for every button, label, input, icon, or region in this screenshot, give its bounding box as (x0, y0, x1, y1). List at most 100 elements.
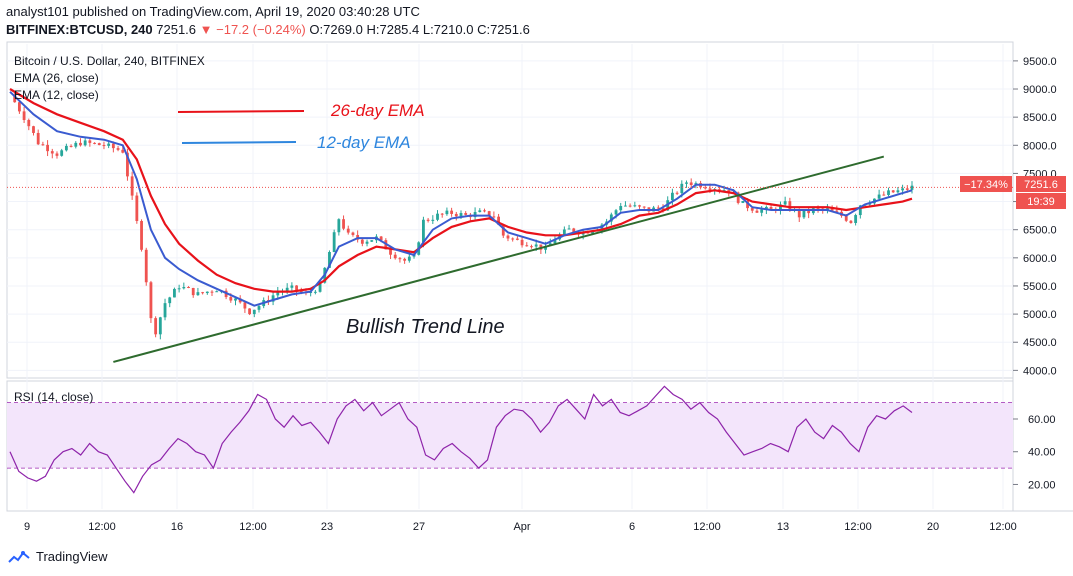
candle-body (337, 219, 341, 233)
candle-body (572, 228, 576, 233)
candle-body (783, 201, 787, 205)
rsi-tick-label: 20.00 (1028, 479, 1056, 491)
candle-body (196, 292, 200, 296)
footer-brand[interactable]: TradingView (8, 548, 108, 564)
candle-body (614, 210, 618, 215)
time-tick-label: 27 (413, 521, 425, 533)
candle-body (243, 302, 247, 309)
candle-body (201, 292, 205, 294)
time-axis[interactable]: 9 12:00 16 12:00 23 27 Apr 6 12:00 13 12:00 20 12:00 (24, 521, 1017, 533)
candle-body (515, 238, 519, 240)
candle-body (234, 298, 237, 301)
candle-body (642, 206, 646, 208)
candle-body (905, 188, 909, 190)
candle-body (365, 241, 369, 244)
change-tag: −17.34% (964, 179, 1008, 191)
candle-body (79, 142, 82, 146)
candle-body (252, 309, 256, 315)
time-tick-label: 12:00 (844, 521, 872, 533)
price-axis[interactable]: 4000.04500.05000.05500.06000.06500.07000… (1013, 56, 1057, 377)
candle-body (619, 206, 623, 211)
candle-body (670, 192, 674, 201)
candle-body (107, 143, 111, 146)
candle-body (628, 205, 632, 207)
candle-body (675, 192, 679, 194)
candle-body (379, 236, 383, 241)
candle-body (398, 258, 402, 260)
candle-body (332, 232, 336, 253)
price-tick-label: 9500.0 (1023, 56, 1057, 68)
candle-body (511, 238, 515, 240)
candle-body (638, 205, 641, 207)
candle-body (422, 219, 425, 243)
candle-body (168, 297, 172, 304)
candle-body (36, 132, 40, 145)
price-change: ▼ −17.2 (−0.24%) (199, 22, 306, 37)
time-tick-label: 12:00 (989, 521, 1017, 533)
countdown-tag-bg (1016, 193, 1066, 209)
change-tag-bg (960, 176, 1012, 192)
price-tick-label: 5500.0 (1023, 281, 1057, 293)
candle-body (22, 111, 26, 120)
candle-body (144, 249, 148, 283)
candle-body (797, 209, 801, 218)
candle-body (130, 176, 134, 196)
candle-body (746, 201, 749, 209)
candle-body (591, 231, 594, 234)
time-tick-label: 20 (927, 521, 939, 533)
candle-body (633, 205, 637, 207)
candle-body (257, 306, 261, 310)
candle-body (27, 119, 31, 127)
candle-body (680, 183, 684, 194)
candle-body (854, 215, 858, 223)
candle-body (173, 288, 176, 298)
candle-body (271, 295, 275, 302)
candle-body (360, 239, 364, 244)
candle-body (534, 244, 538, 247)
candle-body (182, 286, 186, 289)
rsi-band (7, 402, 1013, 469)
time-tick-label: 6 (629, 521, 635, 533)
candle-body (55, 153, 59, 156)
candle-body (285, 287, 289, 292)
rsi-axis: 20.00 40.00 60.00 (1013, 414, 1056, 491)
ema12-legend: EMA (12, close) (14, 88, 99, 102)
candle-body (520, 239, 524, 246)
candle-body (769, 206, 773, 209)
candle-body (276, 291, 280, 296)
candle-body (229, 297, 233, 301)
candle-body (17, 102, 21, 112)
candle-body (497, 216, 500, 225)
candle-body (74, 142, 78, 147)
rsi-line (9, 385, 913, 494)
candle-body (313, 291, 317, 293)
candle-body (69, 145, 73, 147)
candle-body (295, 285, 298, 292)
candle-body (248, 308, 252, 315)
candle-body (187, 286, 190, 288)
candle-body (149, 282, 153, 319)
candle-body (177, 288, 181, 290)
candle-body (830, 208, 834, 211)
candle-body (544, 246, 547, 250)
time-tick-label: 13 (777, 521, 789, 533)
candle-body (525, 245, 529, 247)
candle-body (351, 232, 355, 235)
candle-body (440, 213, 444, 215)
candle-body (826, 208, 829, 210)
tradingview-logo-icon (8, 551, 30, 563)
ema12-annotation: 12-day EMA (317, 133, 411, 152)
candle-body (140, 220, 143, 250)
candle-body (346, 228, 350, 233)
price-tick-label: 6000.0 (1023, 253, 1057, 265)
candle-body (501, 224, 505, 236)
candle-body (135, 195, 139, 221)
time-tick-label: 16 (171, 521, 183, 533)
rsi-tick-label: 60.00 (1028, 414, 1056, 426)
candle-body (13, 94, 17, 103)
symbol-line: BITFINEX:BTCUSD, 240 7251.6 ▼ −17.2 (−0.… (6, 22, 530, 37)
price-tick-label: 9000.0 (1023, 84, 1057, 96)
time-tick-label: Apr (513, 521, 530, 533)
candle-body (703, 187, 707, 189)
